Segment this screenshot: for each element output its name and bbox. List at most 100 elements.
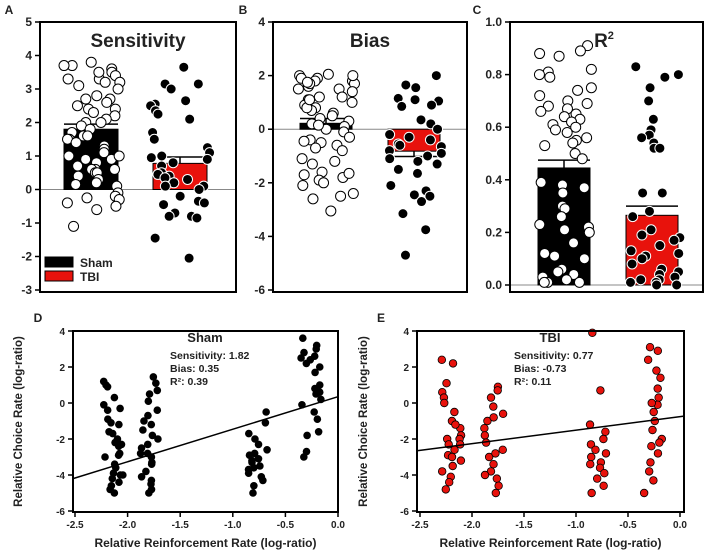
data-point-sham <box>72 160 84 172</box>
data-point-tbi <box>624 276 636 288</box>
data-point-tbi <box>636 132 648 144</box>
data-point-tbi <box>411 167 423 179</box>
panel-letter: D <box>34 311 43 325</box>
data-point <box>653 346 663 355</box>
plot-frame <box>416 330 685 513</box>
data-point-sham <box>80 93 92 105</box>
data-point <box>100 401 108 409</box>
x-tick-label: -0.5 <box>277 520 295 531</box>
data-point-sham <box>61 197 73 209</box>
data-point-sham <box>581 132 593 144</box>
x-tick-label: -2.5 <box>411 520 429 531</box>
data-point-tbi <box>400 79 412 91</box>
data-point-tbi <box>191 212 203 224</box>
x-tick-label: -2.5 <box>66 520 84 531</box>
data-point-tbi <box>426 99 438 111</box>
data-point <box>248 456 256 465</box>
data-point-sham <box>306 158 318 170</box>
y-tick-label: 1.0 <box>485 15 502 29</box>
data-point-tbi <box>385 179 397 191</box>
data-point-sham <box>585 82 597 94</box>
data-point-sham <box>561 126 573 138</box>
data-point <box>251 435 259 443</box>
data-point-tbi <box>626 258 638 270</box>
data-point-sham <box>113 150 125 162</box>
y-tick-label: 4 <box>59 327 65 338</box>
data-point-tbi <box>430 70 442 82</box>
data-point-tbi <box>396 100 408 112</box>
y-tick-label: -1 <box>21 216 32 230</box>
data-point-sham <box>567 137 579 149</box>
data-point-tbi <box>654 142 666 154</box>
data-point-sham <box>346 96 358 108</box>
data-point <box>152 379 160 388</box>
data-point <box>254 440 263 449</box>
data-point-sham <box>112 83 124 95</box>
x-tick-label: -1.5 <box>172 520 190 531</box>
data-point-tbi <box>392 163 404 175</box>
data-point <box>254 455 263 463</box>
data-point-sham <box>576 153 588 165</box>
data-point <box>456 456 466 465</box>
data-point <box>587 488 596 498</box>
plot-frame <box>72 330 339 513</box>
data-point <box>595 463 605 472</box>
y-axis-label: Relative Choice Rate (log-ratio) <box>358 336 370 507</box>
data-point-sham <box>535 105 547 117</box>
y-tick-label: 0.4 <box>485 173 502 187</box>
data-point-sham <box>568 237 580 249</box>
data-point-tbi <box>180 95 192 107</box>
y-tick-label: 0 <box>258 122 265 136</box>
data-point <box>114 451 123 460</box>
legend-label-tbi: TBI <box>80 270 99 284</box>
data-point <box>591 445 600 454</box>
data-point <box>154 435 162 443</box>
data-point <box>644 467 654 476</box>
y-tick-label: -3 <box>21 283 32 297</box>
data-point-tbi <box>630 61 642 73</box>
data-point-sham <box>71 100 83 112</box>
data-point <box>299 334 307 343</box>
x-axis-label: Relative Reinforcement Rate (log-ratio) <box>439 536 661 550</box>
data-point <box>639 488 649 498</box>
data-point-sham <box>552 266 564 278</box>
data-point-sham <box>535 176 547 188</box>
data-point-sham <box>298 135 310 147</box>
data-point <box>440 398 449 408</box>
legend-swatch-tbi <box>44 270 74 282</box>
data-point-tbi <box>183 252 195 264</box>
data-point-tbi <box>384 129 396 141</box>
data-point <box>259 476 267 485</box>
data-point-sham <box>85 56 97 68</box>
data-point-sham <box>95 117 107 128</box>
data-point <box>245 429 253 438</box>
data-point-tbi <box>152 108 164 120</box>
data-point-sham <box>347 70 359 82</box>
data-point-sham <box>310 142 322 154</box>
data-point <box>250 449 259 458</box>
data-point-tbi <box>410 82 422 94</box>
data-point <box>101 453 109 461</box>
data-point-tbi <box>167 157 179 169</box>
data-point-tbi <box>408 189 420 201</box>
data-point-sham <box>93 66 105 78</box>
data-point <box>311 368 319 377</box>
data-point <box>493 386 502 395</box>
data-point-tbi <box>643 205 655 217</box>
stat-annotation: Bias: -0.73 <box>514 363 567 375</box>
stat-annotation: Sensitivity: 1.82 <box>170 350 250 362</box>
data-point <box>142 467 150 476</box>
data-point-tbi <box>659 71 671 83</box>
data-point-tbi <box>432 123 444 135</box>
data-point-tbi <box>656 187 668 199</box>
data-point-tbi <box>201 153 213 165</box>
data-point <box>451 420 460 429</box>
data-point-sham <box>101 96 113 108</box>
x-tick-label: -2.0 <box>119 520 137 531</box>
panel-letter: C <box>473 3 482 17</box>
data-point-tbi <box>647 113 659 125</box>
data-point <box>147 420 156 429</box>
data-point <box>110 489 119 497</box>
y-tick-label: 0 <box>59 399 65 410</box>
y-tick-label: -4 <box>254 229 265 243</box>
